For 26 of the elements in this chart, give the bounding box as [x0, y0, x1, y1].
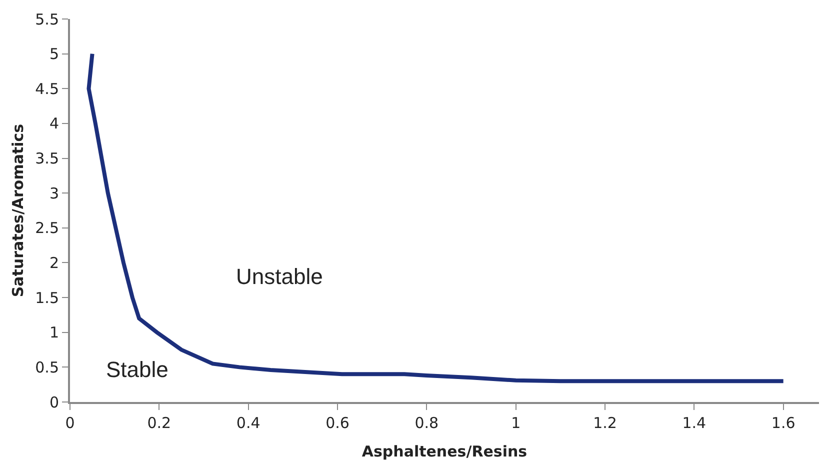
x-tick-label: 1.4: [682, 414, 706, 432]
y-axis-title: Saturates/Aromatics: [8, 124, 27, 298]
x-tick-label: 0: [65, 414, 75, 432]
y-tick-label: 0: [49, 393, 59, 412]
y-tick-label: 4.5: [35, 80, 59, 98]
x-tick-label: 1.2: [593, 414, 617, 432]
y-tick-label: 2.5: [35, 219, 59, 238]
x-tick-label: 1.6: [771, 414, 796, 432]
x-axis-title: Asphaltenes/Resins: [362, 442, 528, 460]
y-tick-label: 1.5: [35, 288, 59, 307]
y-tick-label: 3.5: [35, 150, 59, 168]
y-tick-label: 5: [49, 45, 59, 64]
y-tick-label: 1: [49, 324, 59, 342]
x-tick-label: 0.6: [326, 414, 350, 432]
y-tick-label: 3: [49, 184, 59, 202]
y-tick-label: 2: [49, 254, 59, 272]
y-tick-label: 4: [49, 114, 59, 133]
x-tick-label: 0.8: [414, 414, 439, 432]
annotation: Stable: [106, 357, 168, 382]
line-series: [86, 52, 786, 384]
annotation: Unstable: [236, 264, 323, 289]
x-tick-label: 0.2: [147, 414, 172, 432]
y-tick-label: 0.5: [35, 358, 59, 376]
x-tick-label: 1: [511, 414, 521, 432]
y-tick-label: 5.5: [35, 10, 59, 28]
x-tick-label: 0.4: [236, 414, 260, 432]
